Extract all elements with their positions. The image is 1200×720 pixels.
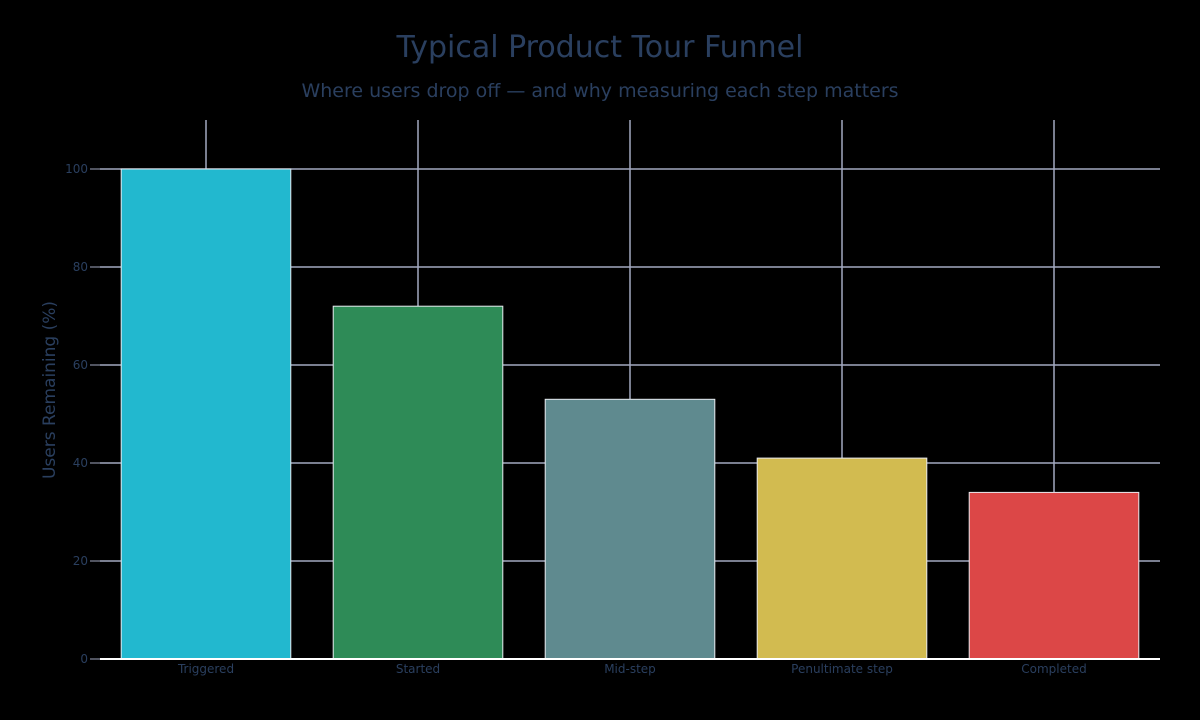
y-axis-ticks: 0 20 40 60 80 100 (65, 162, 100, 666)
chart-title: Typical Product Tour Funnel (396, 30, 804, 65)
y-tick-label: 100 (65, 162, 88, 176)
x-tick-label: Started (396, 662, 440, 676)
x-tick-label: Penultimate step (791, 662, 893, 676)
chart-subtitle: Where users drop off — and why measuring… (301, 80, 899, 102)
y-tick-label: 20 (73, 554, 88, 568)
y-tick-label: 60 (73, 358, 88, 372)
x-axis-ticks: Triggered Started Mid-step Penultimate step… (177, 662, 1087, 676)
x-tick-label: Mid-step (604, 662, 656, 676)
bar-mid-step[interactable] (544, 398, 716, 660)
bar-triggered[interactable] (120, 168, 292, 660)
x-tick-label: Triggered (177, 662, 234, 676)
y-tick-label: 0 (80, 652, 88, 666)
bar-completed[interactable] (968, 491, 1140, 660)
x-tick-label: Completed (1021, 662, 1086, 676)
bar-penultimate-step[interactable] (756, 457, 928, 660)
bars (120, 168, 1140, 660)
bar-started[interactable] (332, 305, 504, 660)
y-tick-label: 80 (73, 260, 88, 274)
y-tick-label: 40 (73, 456, 88, 470)
